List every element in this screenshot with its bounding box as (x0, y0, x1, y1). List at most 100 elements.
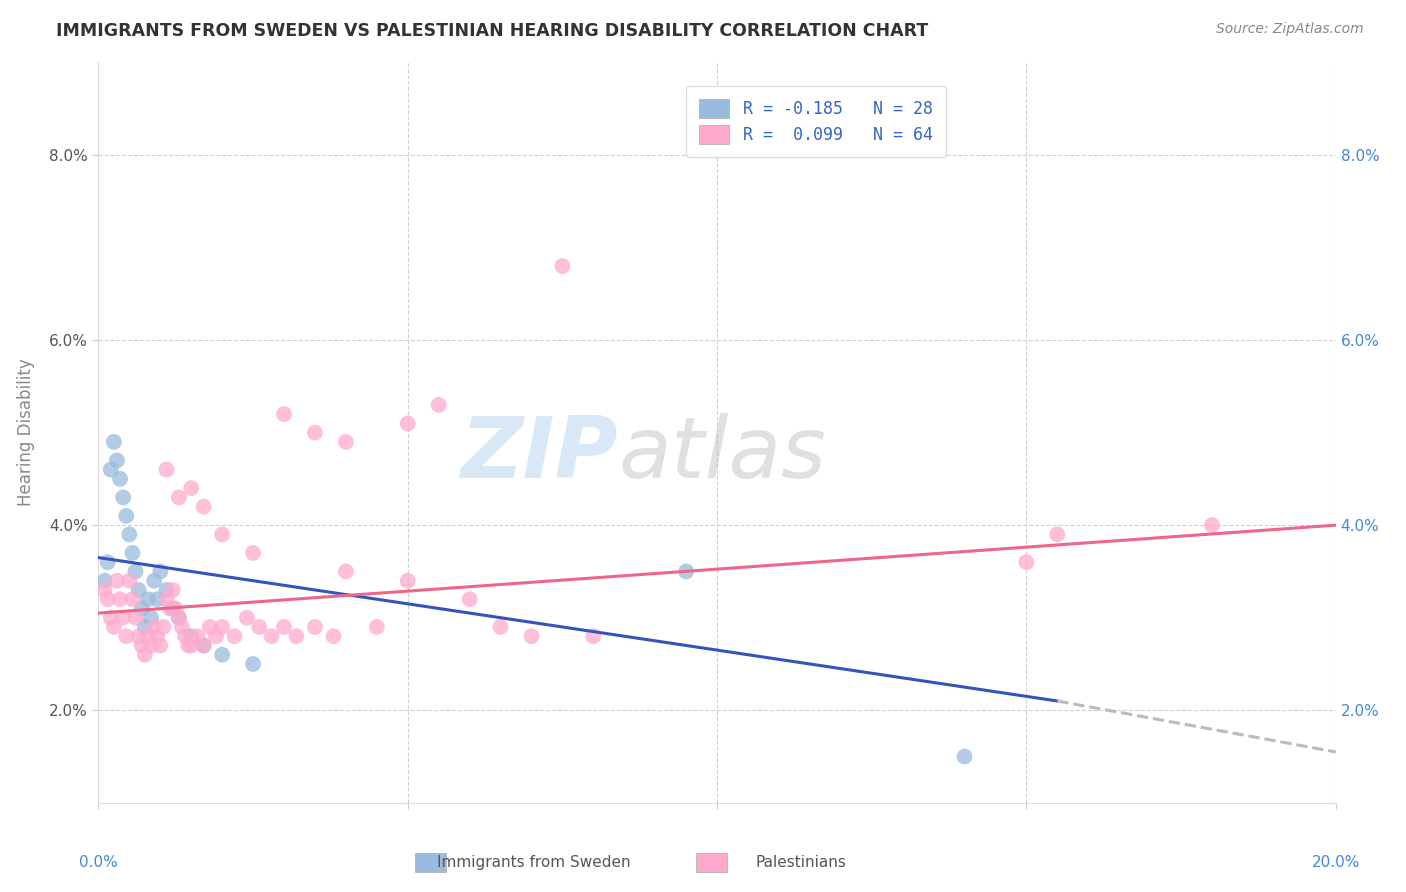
Text: ZIP: ZIP (460, 413, 619, 496)
Point (155, 462, 177, 476)
Point (242, 657, 264, 671)
Point (100, 610, 122, 624)
Point (675, 565, 697, 579)
Point (177, 639, 200, 653)
Point (149, 565, 172, 579)
Point (1015, 555, 1038, 569)
Point (335, 434, 357, 449)
Text: 0.0%: 0.0% (79, 855, 118, 870)
Point (134, 648, 156, 662)
Point (103, 620, 125, 634)
Point (285, 629, 308, 643)
Point (260, 629, 283, 643)
Point (180, 639, 202, 653)
Point (93, 574, 115, 588)
Point (118, 527, 141, 541)
Point (93, 582, 115, 597)
Point (128, 629, 150, 643)
Point (108, 592, 131, 607)
Point (953, 749, 976, 764)
Point (186, 629, 208, 643)
Point (100, 462, 122, 476)
Point (335, 565, 357, 579)
Point (155, 592, 177, 607)
Point (582, 629, 605, 643)
Point (193, 639, 215, 653)
Point (97, 592, 120, 607)
Point (134, 620, 156, 634)
Point (136, 592, 159, 607)
Point (427, 398, 450, 412)
Point (304, 620, 326, 634)
Point (108, 472, 131, 486)
Point (224, 629, 246, 643)
Point (131, 639, 153, 653)
Point (211, 527, 233, 541)
Text: Source: ZipAtlas.com: Source: ZipAtlas.com (1216, 22, 1364, 37)
FancyBboxPatch shape (415, 853, 446, 872)
Point (193, 639, 215, 653)
Text: IMMIGRANTS FROM SWEDEN VS PALESTINIAN HEARING DISABILITY CORRELATION CHART: IMMIGRANTS FROM SWEDEN VS PALESTINIAN HE… (56, 22, 928, 40)
Point (97, 555, 120, 569)
Point (128, 582, 150, 597)
Point (180, 629, 202, 643)
Point (136, 629, 159, 643)
Point (146, 592, 169, 607)
Point (489, 620, 512, 634)
Point (124, 565, 146, 579)
Point (115, 629, 138, 643)
Point (105, 574, 128, 588)
Point (211, 648, 233, 662)
Point (112, 491, 135, 505)
Point (205, 629, 228, 643)
Point (366, 620, 388, 634)
Point (170, 620, 193, 634)
Point (124, 610, 146, 624)
Point (322, 629, 344, 643)
Point (1046, 527, 1069, 541)
Point (193, 500, 215, 514)
Point (198, 620, 221, 634)
Point (165, 601, 187, 615)
Point (236, 610, 259, 624)
Point (149, 639, 172, 653)
Point (396, 574, 419, 588)
Point (167, 610, 190, 624)
Point (211, 620, 233, 634)
FancyBboxPatch shape (696, 853, 727, 872)
Point (1201, 518, 1223, 533)
Point (112, 610, 135, 624)
Text: 20.0%: 20.0% (1312, 855, 1360, 870)
Text: Palestinians: Palestinians (756, 855, 846, 870)
Point (458, 592, 481, 607)
Point (146, 629, 169, 643)
Point (103, 434, 125, 449)
Legend: R = -0.185   N = 28, R =  0.099   N = 64: R = -0.185 N = 28, R = 0.099 N = 64 (686, 86, 946, 157)
Point (155, 582, 177, 597)
Point (520, 629, 543, 643)
Point (247, 620, 270, 634)
Text: Immigrants from Sweden: Immigrants from Sweden (437, 855, 631, 870)
Point (162, 582, 184, 597)
Point (551, 259, 574, 273)
Point (131, 601, 153, 615)
Point (180, 481, 202, 495)
Y-axis label: Hearing Disability: Hearing Disability (17, 359, 35, 507)
Point (167, 491, 190, 505)
Point (273, 407, 295, 421)
Point (304, 425, 326, 440)
Point (118, 574, 141, 588)
Point (174, 629, 197, 643)
Point (105, 453, 128, 467)
Point (139, 639, 162, 653)
Point (121, 592, 143, 607)
Text: atlas: atlas (619, 413, 827, 496)
Point (143, 620, 166, 634)
Point (139, 610, 162, 624)
Point (152, 620, 174, 634)
Point (162, 601, 184, 615)
Point (396, 417, 419, 431)
Point (242, 546, 264, 560)
Point (167, 610, 190, 624)
Point (115, 508, 138, 523)
